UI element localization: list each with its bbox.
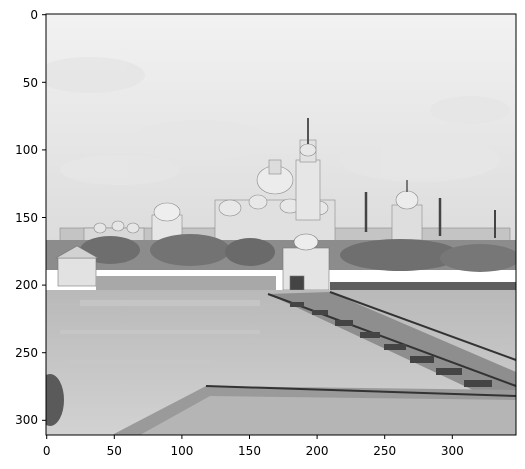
y-tick-label: 100	[15, 143, 38, 157]
photo	[46, 14, 516, 435]
clouds	[46, 57, 510, 185]
y-tick-label: 50	[23, 76, 38, 90]
pontoon-bridge	[267, 291, 516, 398]
x-tick-label: 300	[441, 444, 464, 458]
y-tick-label: 250	[15, 346, 38, 360]
x-axis: 0 50 100 150 200 250 300	[43, 435, 464, 458]
y-tick-label: 200	[15, 278, 38, 292]
x-tick-label: 50	[107, 444, 122, 458]
x-tick-label: 250	[373, 444, 396, 458]
y-axis: 0 50 100 150 200 250 300	[15, 8, 46, 427]
shore-wall	[96, 276, 276, 292]
x-tick-label: 150	[238, 444, 261, 458]
left-bush	[46, 374, 64, 426]
x-tick-label: 100	[170, 444, 193, 458]
y-tick-label: 0	[30, 8, 38, 22]
axes-frame	[45, 13, 517, 436]
reflections	[60, 300, 260, 363]
x-tick-label: 200	[306, 444, 329, 458]
x-tick-label: 0	[43, 444, 51, 458]
y-tick-label: 150	[15, 211, 38, 225]
gate-building	[54, 233, 330, 291]
foreground-shore	[112, 385, 516, 435]
y-tick-label: 300	[15, 413, 38, 427]
